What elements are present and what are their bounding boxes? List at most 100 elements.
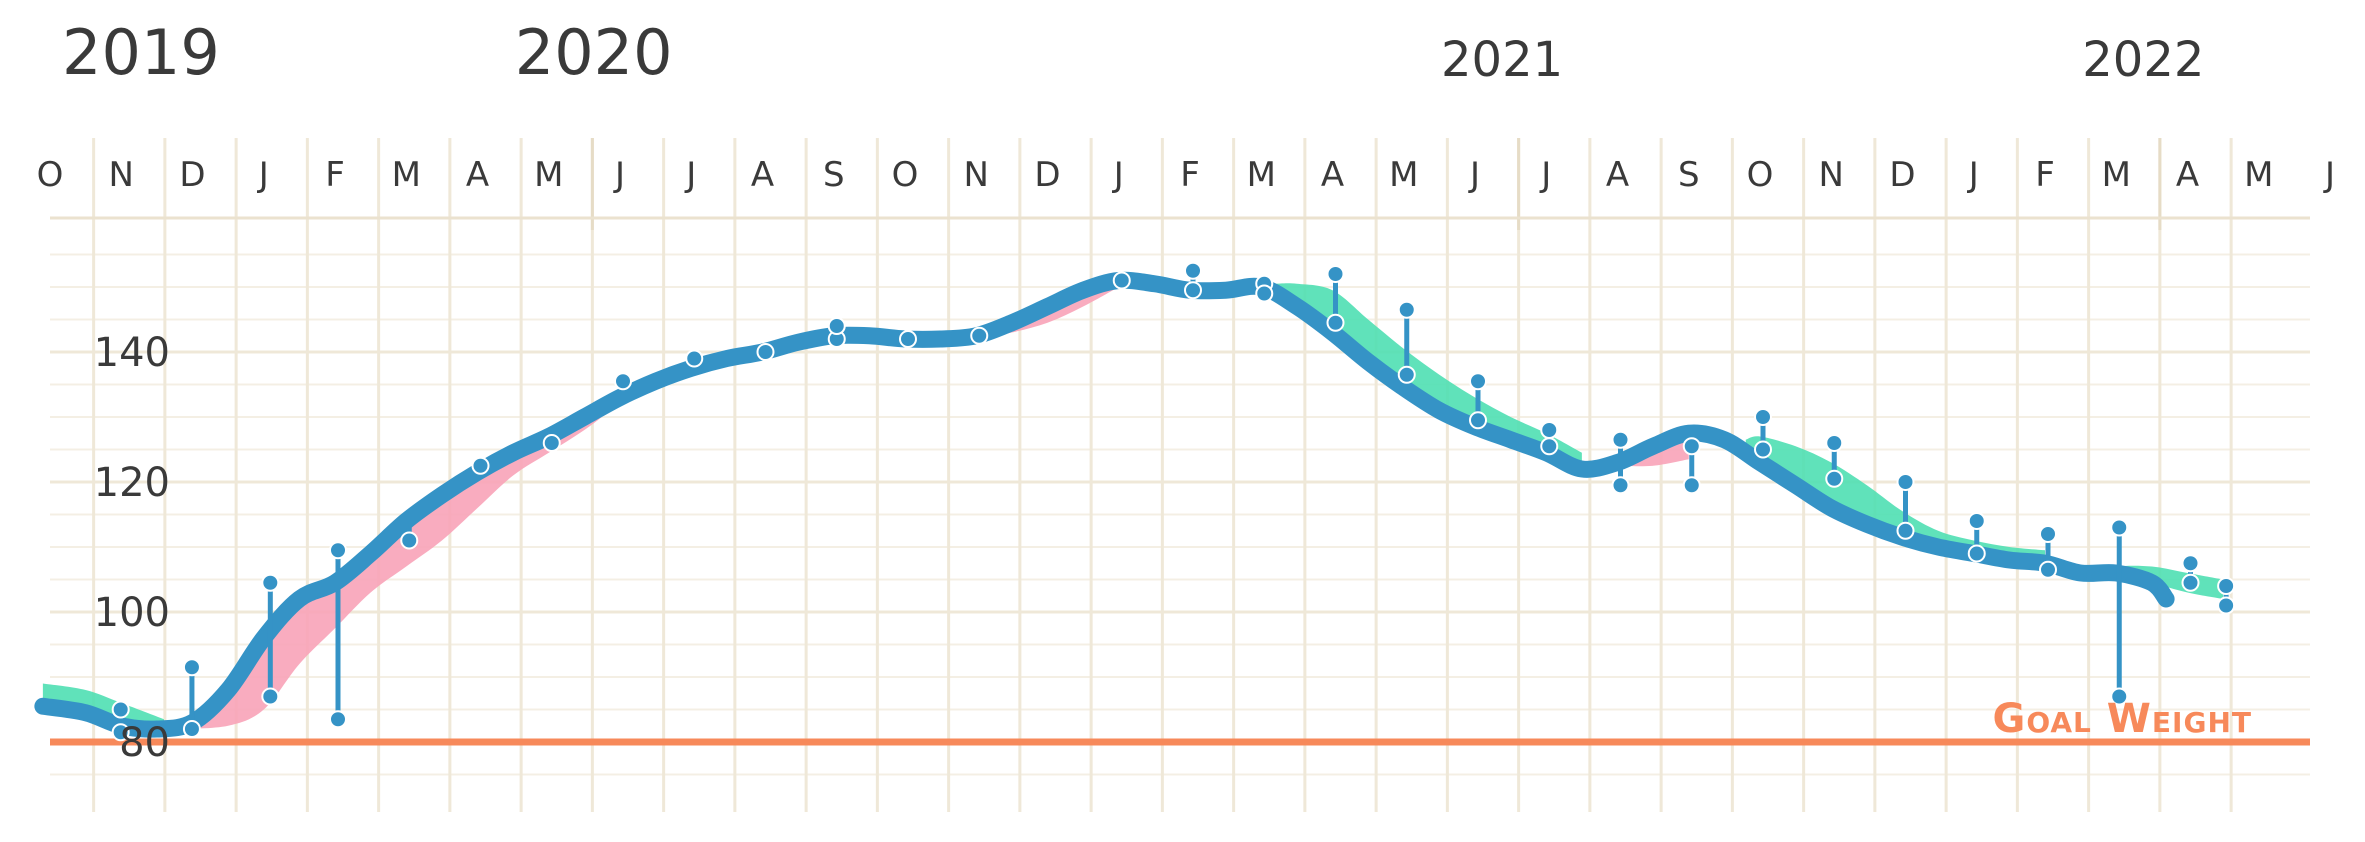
measurement-point <box>2039 560 2057 579</box>
measurement-point <box>2181 573 2200 592</box>
measurement-point <box>1754 408 1772 426</box>
measurement-point <box>329 541 347 560</box>
measurement-point <box>1540 437 1559 456</box>
measurement-point <box>1682 437 1701 456</box>
month-tick-label: N <box>1819 155 1844 195</box>
measurement-point <box>1754 440 1772 459</box>
y-tick-label: 100 <box>94 590 170 636</box>
month-tick-label: J <box>1539 155 1551 195</box>
month-tick-label: N <box>109 155 134 195</box>
measurement-point <box>1326 265 1345 283</box>
measurement-point <box>2110 687 2129 706</box>
month-tick-label: M <box>392 155 421 195</box>
month-tick-label: A <box>1606 155 1629 195</box>
month-tick-label: A <box>466 155 489 195</box>
measurement-point <box>827 317 846 335</box>
measurement-point <box>329 710 347 729</box>
measurement-point <box>970 326 989 345</box>
month-tick-label: F <box>325 155 345 195</box>
month-tick-label: O <box>1747 155 1774 195</box>
measurement-point <box>1397 365 1416 384</box>
month-tick-label: S <box>823 155 845 195</box>
measurement-point <box>1611 430 1630 449</box>
measurement-point <box>471 456 490 475</box>
measurement-point <box>1326 313 1345 332</box>
year-label: 2019 <box>62 16 220 89</box>
measurement-point <box>614 372 632 391</box>
gain-band <box>178 335 834 729</box>
measurement-point <box>1184 261 1202 280</box>
loss-band <box>42 683 164 729</box>
measurement-point <box>899 330 917 348</box>
measurement-point <box>2181 554 2200 573</box>
month-tick-label: A <box>2176 155 2199 195</box>
measurement-point <box>1825 434 1844 452</box>
measurement-points <box>111 261 2236 742</box>
month-tick-label: O <box>37 155 64 195</box>
measurement-point <box>756 343 775 361</box>
measurement-point <box>1896 473 1915 491</box>
measurement-point <box>2217 596 2236 615</box>
month-tick-label: M <box>2102 155 2131 195</box>
measurement-point <box>261 573 280 592</box>
measurement-point <box>182 720 201 738</box>
month-tick-label: J <box>684 155 696 195</box>
measurement-point <box>1540 421 1559 439</box>
month-tick-label: M <box>1247 155 1276 195</box>
axis-labels: O N D J F M A M J J A S O N D J F M A M J J A S O N D J F M A M J 2019 202… <box>37 16 2335 766</box>
measurement-point <box>1469 411 1487 430</box>
measurement-point <box>111 700 130 719</box>
month-tick-label: M <box>1389 155 1418 195</box>
measurement-point <box>1112 271 1131 290</box>
measurement-point <box>2217 577 2236 595</box>
month-tick-label: D <box>1034 155 1060 195</box>
y-tick-label: 140 <box>94 330 170 376</box>
measurement-point <box>182 658 201 677</box>
month-tick-label: S <box>1678 155 1700 195</box>
month-tick-label: J <box>2323 155 2335 195</box>
month-tick-label: A <box>1321 155 1344 195</box>
measurement-point <box>1611 476 1630 495</box>
grid <box>50 138 2310 812</box>
month-tick-label: F <box>2035 155 2055 195</box>
y-tick-label: 80 <box>119 720 170 766</box>
year-label: 2020 <box>515 16 673 89</box>
month-tick-label: N <box>964 155 989 195</box>
loss-band <box>1275 283 1582 469</box>
month-tick-label: M <box>2244 155 2273 195</box>
month-tick-label: M <box>534 155 563 195</box>
measurement-point <box>685 349 704 368</box>
month-tick-label: F <box>1180 155 1200 195</box>
goal-weight-label: Goal Weight <box>1992 696 2252 742</box>
month-tick-label: J <box>1967 155 1979 195</box>
measurement-point <box>261 687 280 706</box>
measurement-point <box>1397 300 1416 319</box>
month-tick-label: A <box>751 155 774 195</box>
loss-band <box>1745 436 2045 564</box>
measurement-point <box>1682 476 1701 495</box>
measurement-point <box>400 531 419 550</box>
measurement-point <box>2110 518 2129 537</box>
measurement-point <box>542 434 561 452</box>
month-tick-label: D <box>179 155 205 195</box>
month-tick-label: J <box>1112 155 1124 195</box>
measurement-point <box>1967 544 1986 563</box>
y-tick-label: 120 <box>94 460 170 506</box>
measurement-point <box>2039 525 2057 543</box>
year-label: 2021 <box>1441 32 1563 88</box>
month-tick-label: J <box>257 155 269 195</box>
measurement-point <box>1896 521 1915 540</box>
month-tick-label: J <box>1468 155 1480 195</box>
month-tick-label: O <box>892 155 919 195</box>
month-tick-label: D <box>1889 155 1915 195</box>
measurement-point <box>1255 284 1274 303</box>
measurement-point <box>111 723 130 742</box>
month-tick-label: J <box>613 155 625 195</box>
year-label: 2022 <box>2082 32 2204 88</box>
measurement-point <box>1184 281 1202 300</box>
measurement-point <box>1967 512 1986 530</box>
measurement-point <box>1469 372 1487 391</box>
measurement-point <box>1825 469 1844 488</box>
trend-bands <box>42 280 2224 729</box>
